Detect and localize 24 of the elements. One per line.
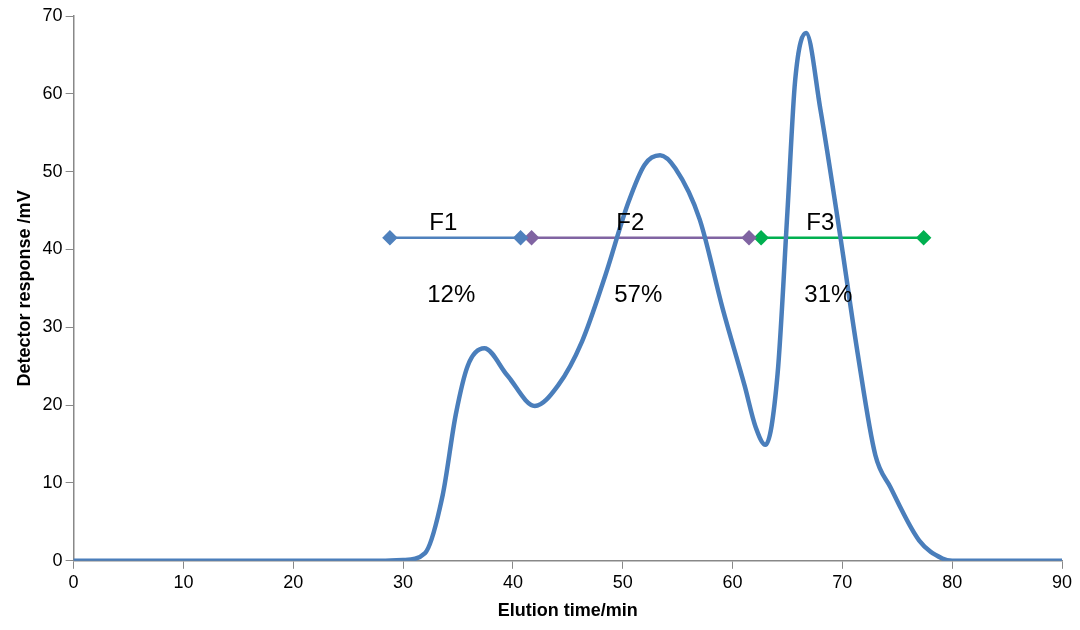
y-tick-label: 20 — [42, 394, 63, 415]
y-tick-label: 40 — [42, 238, 63, 259]
y-tick-label: 70 — [42, 4, 63, 25]
y-tick-label: 10 — [42, 471, 63, 492]
y-axis-title: Detector response /mV — [13, 190, 34, 387]
x-tick-label: 40 — [502, 571, 523, 592]
x-tick-label: 20 — [283, 571, 304, 592]
y-tick-label: 60 — [42, 82, 63, 103]
annotation: F1 — [429, 208, 458, 236]
annotation: 57% — [614, 280, 663, 308]
x-axis-title: Elution time/min — [497, 600, 638, 621]
x-tick-label: 70 — [832, 571, 853, 592]
x-tick-label: 10 — [173, 571, 194, 592]
x-tick-label: 80 — [942, 571, 963, 592]
y-tick-label: 50 — [42, 160, 63, 181]
x-tick-label: 50 — [612, 571, 633, 592]
x-tick-label: 0 — [68, 571, 79, 592]
annotation: 12% — [427, 280, 476, 308]
annotation: F3 — [806, 208, 835, 236]
y-tick-label: 30 — [42, 316, 63, 337]
y-tick-label: 0 — [52, 549, 63, 570]
x-tick-label: 90 — [1051, 571, 1073, 592]
x-tick-label: 60 — [722, 571, 743, 592]
x-tick-label: 30 — [393, 571, 414, 592]
